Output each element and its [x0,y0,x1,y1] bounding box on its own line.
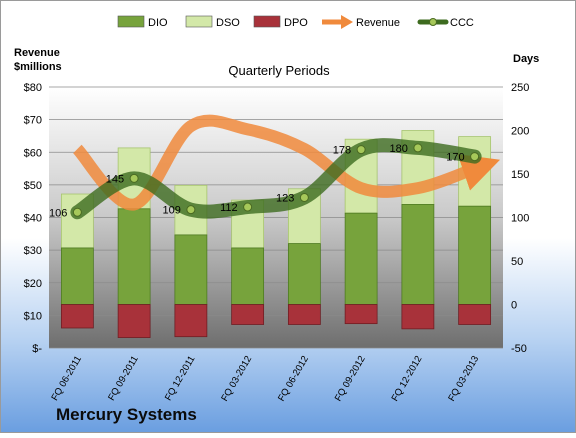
left-tick-label: $- [32,343,42,355]
right-tick-label: 250 [511,82,529,94]
right-axis-label: Days [513,53,539,65]
left-tick-label: $20 [24,278,42,290]
right-axis-ticks: -50 0 50 100 150 200 250 [511,82,529,355]
legend-swatch [429,18,437,26]
bars [60,130,492,338]
ccc-data-label: 106 [49,207,67,219]
legend-label: DIO [148,17,168,29]
ccc-data-label: 145 [106,173,124,185]
left-tick-label: $80 [24,82,42,94]
left-tick-label: $50 [24,180,42,192]
dio-bar [344,212,378,305]
right-tick-label: -50 [511,343,527,355]
legend-swatch [185,15,213,28]
ccc-point [413,143,423,153]
ccc-point [186,205,196,215]
left-tick-label: $10 [24,310,42,322]
left-axis-ticks: $- $10 $20 $30 $40 $50 $60 $70 $80 [24,82,43,355]
ccc-data-label: 180 [390,143,408,155]
dpo-bar [174,304,208,338]
ccc-point [299,192,309,202]
legend-label: DSO [216,17,240,29]
dpo-bar [60,304,94,329]
revenue-line [72,114,501,211]
ccc-point [470,152,480,162]
left-tick-label: $60 [24,147,42,159]
left-tick-label: $40 [24,213,42,225]
legend-swatch [341,15,353,29]
dio-bar [174,234,208,305]
dpo-bar [344,304,378,325]
right-tick-label: 100 [511,213,529,225]
legend-swatch [117,15,145,28]
dpo-bar [231,304,265,325]
legend-label: DPO [284,17,308,29]
ccc-point [72,207,82,217]
legend-label: Revenue [356,17,400,29]
dio-bar [60,247,94,305]
ccc-point [243,202,253,212]
dio-bar [287,243,321,305]
dio-bar [117,208,151,305]
left-axis-label: Revenue $millions [14,47,62,73]
ccc-data-label: 170 [446,152,464,164]
dpo-bar [287,304,321,325]
dpo-bar [117,304,151,338]
ccc-data-label: 178 [333,145,351,157]
dpo-bar [458,304,492,325]
dpo-bar [401,304,435,330]
ccc-point [356,145,366,155]
legend-label: CCC [450,17,474,29]
right-tick-label: 50 [511,256,523,268]
chart-title: Quarterly Periods [228,63,330,78]
company-name: Mercury Systems [56,405,197,424]
right-tick-label: 200 [511,126,529,138]
ccc-data-label: 123 [276,192,294,204]
ccc-data-label: 109 [163,205,181,217]
dio-bar [231,247,265,305]
dio-bar [401,204,435,305]
left-tick-label: $70 [24,115,42,127]
right-tick-label: 0 [511,300,517,312]
left-tick-label: $30 [24,245,42,257]
ccc-point [129,173,139,183]
ccc-data-label: 112 [220,202,238,214]
right-tick-label: 150 [511,169,529,181]
lines: 106 145 109 112 123 178 180 170 [49,114,501,220]
legend-swatch [253,15,281,28]
dio-bar [458,205,492,305]
legend: DIO DSO DPO Revenue CCC [117,15,474,29]
